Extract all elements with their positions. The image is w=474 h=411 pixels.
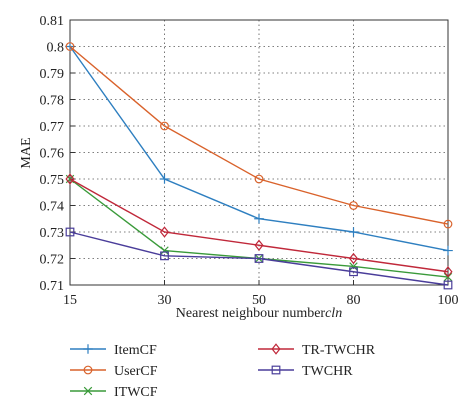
y-axis-label: MAE — [19, 137, 34, 168]
y-tick-label: 0.77 — [40, 120, 65, 135]
x-tick-label: 30 — [158, 293, 172, 308]
data-point — [443, 245, 453, 256]
y-tick-label: 0.81 — [40, 14, 65, 29]
legend-item: UserCF — [70, 364, 158, 379]
x-axis-label-italic: cln — [325, 306, 342, 321]
data-point — [65, 227, 75, 237]
legend-swatch-marker — [271, 343, 281, 355]
data-point — [254, 213, 264, 224]
data-point — [159, 174, 170, 184]
data-point — [443, 280, 453, 290]
x-tick-label: 15 — [63, 293, 77, 308]
series-usercf — [65, 42, 453, 229]
legend-item: ItemCF — [70, 343, 157, 358]
series-layer — [65, 41, 453, 290]
data-point — [160, 251, 169, 261]
y-tick-label: 0.71 — [40, 279, 65, 294]
y-tick-label: 0.74 — [40, 200, 65, 215]
series-line — [69, 231, 449, 286]
y-tick-label: 0.78 — [40, 94, 65, 109]
legend-label: ITWCF — [114, 385, 158, 400]
x-axis-label-text: Nearest neighbour number — [176, 306, 326, 321]
x-tick-label: 100 — [438, 293, 459, 308]
series-itemcf — [65, 41, 453, 256]
data-point — [349, 201, 358, 210]
series-twchr — [65, 227, 453, 290]
y-tick-label: 0.73 — [40, 226, 65, 241]
legend: ItemCF UserCF ITWCF TR-TWCHR TWCHR — [70, 343, 376, 400]
data-point — [348, 252, 359, 265]
series-line — [69, 178, 449, 273]
data-point — [349, 262, 358, 271]
data-point — [349, 267, 358, 277]
legend-swatch-marker — [271, 365, 281, 375]
data-point — [254, 254, 264, 263]
x-axis-label: Nearest neighbour numbercln — [176, 306, 342, 321]
legend-label: TWCHR — [302, 364, 353, 379]
x-tick-label: 50 — [252, 293, 266, 308]
series-tr-twchr — [65, 173, 453, 278]
data-point — [254, 239, 264, 252]
y-tick-label: 0.76 — [40, 147, 65, 162]
y-tick-label: 0.79 — [40, 67, 65, 82]
data-point — [65, 173, 75, 185]
data-point — [443, 219, 453, 229]
series-line — [69, 45, 449, 225]
data-point — [65, 42, 75, 51]
legend-label: TR-TWCHR — [302, 343, 376, 358]
x-tick-label: 80 — [347, 293, 361, 308]
legend-label: ItemCF — [114, 343, 157, 358]
legend-label: UserCF — [114, 364, 158, 379]
legend-swatch-marker — [83, 365, 93, 375]
legend-swatch-marker — [83, 386, 93, 396]
legend-item: TR-TWCHR — [258, 343, 376, 358]
legend-swatch-marker — [83, 344, 93, 354]
data-point — [159, 226, 170, 238]
legend-item: ITWCF — [70, 385, 158, 400]
y-tick-label: 0.72 — [40, 253, 65, 268]
legend-item: TWCHR — [258, 364, 353, 379]
data-point — [160, 246, 169, 255]
data-point — [348, 227, 359, 237]
y-tick-label: 0.75 — [40, 173, 65, 188]
data-point — [254, 174, 264, 184]
data-point — [160, 121, 169, 131]
tick-labels: 0.71 0.72 0.73 0.74 0.75 0.76 0.77 0.78 0.79 0.8 0… — [40, 14, 459, 308]
y-tick-label: 0.8 — [47, 41, 65, 56]
data-point — [443, 265, 453, 278]
